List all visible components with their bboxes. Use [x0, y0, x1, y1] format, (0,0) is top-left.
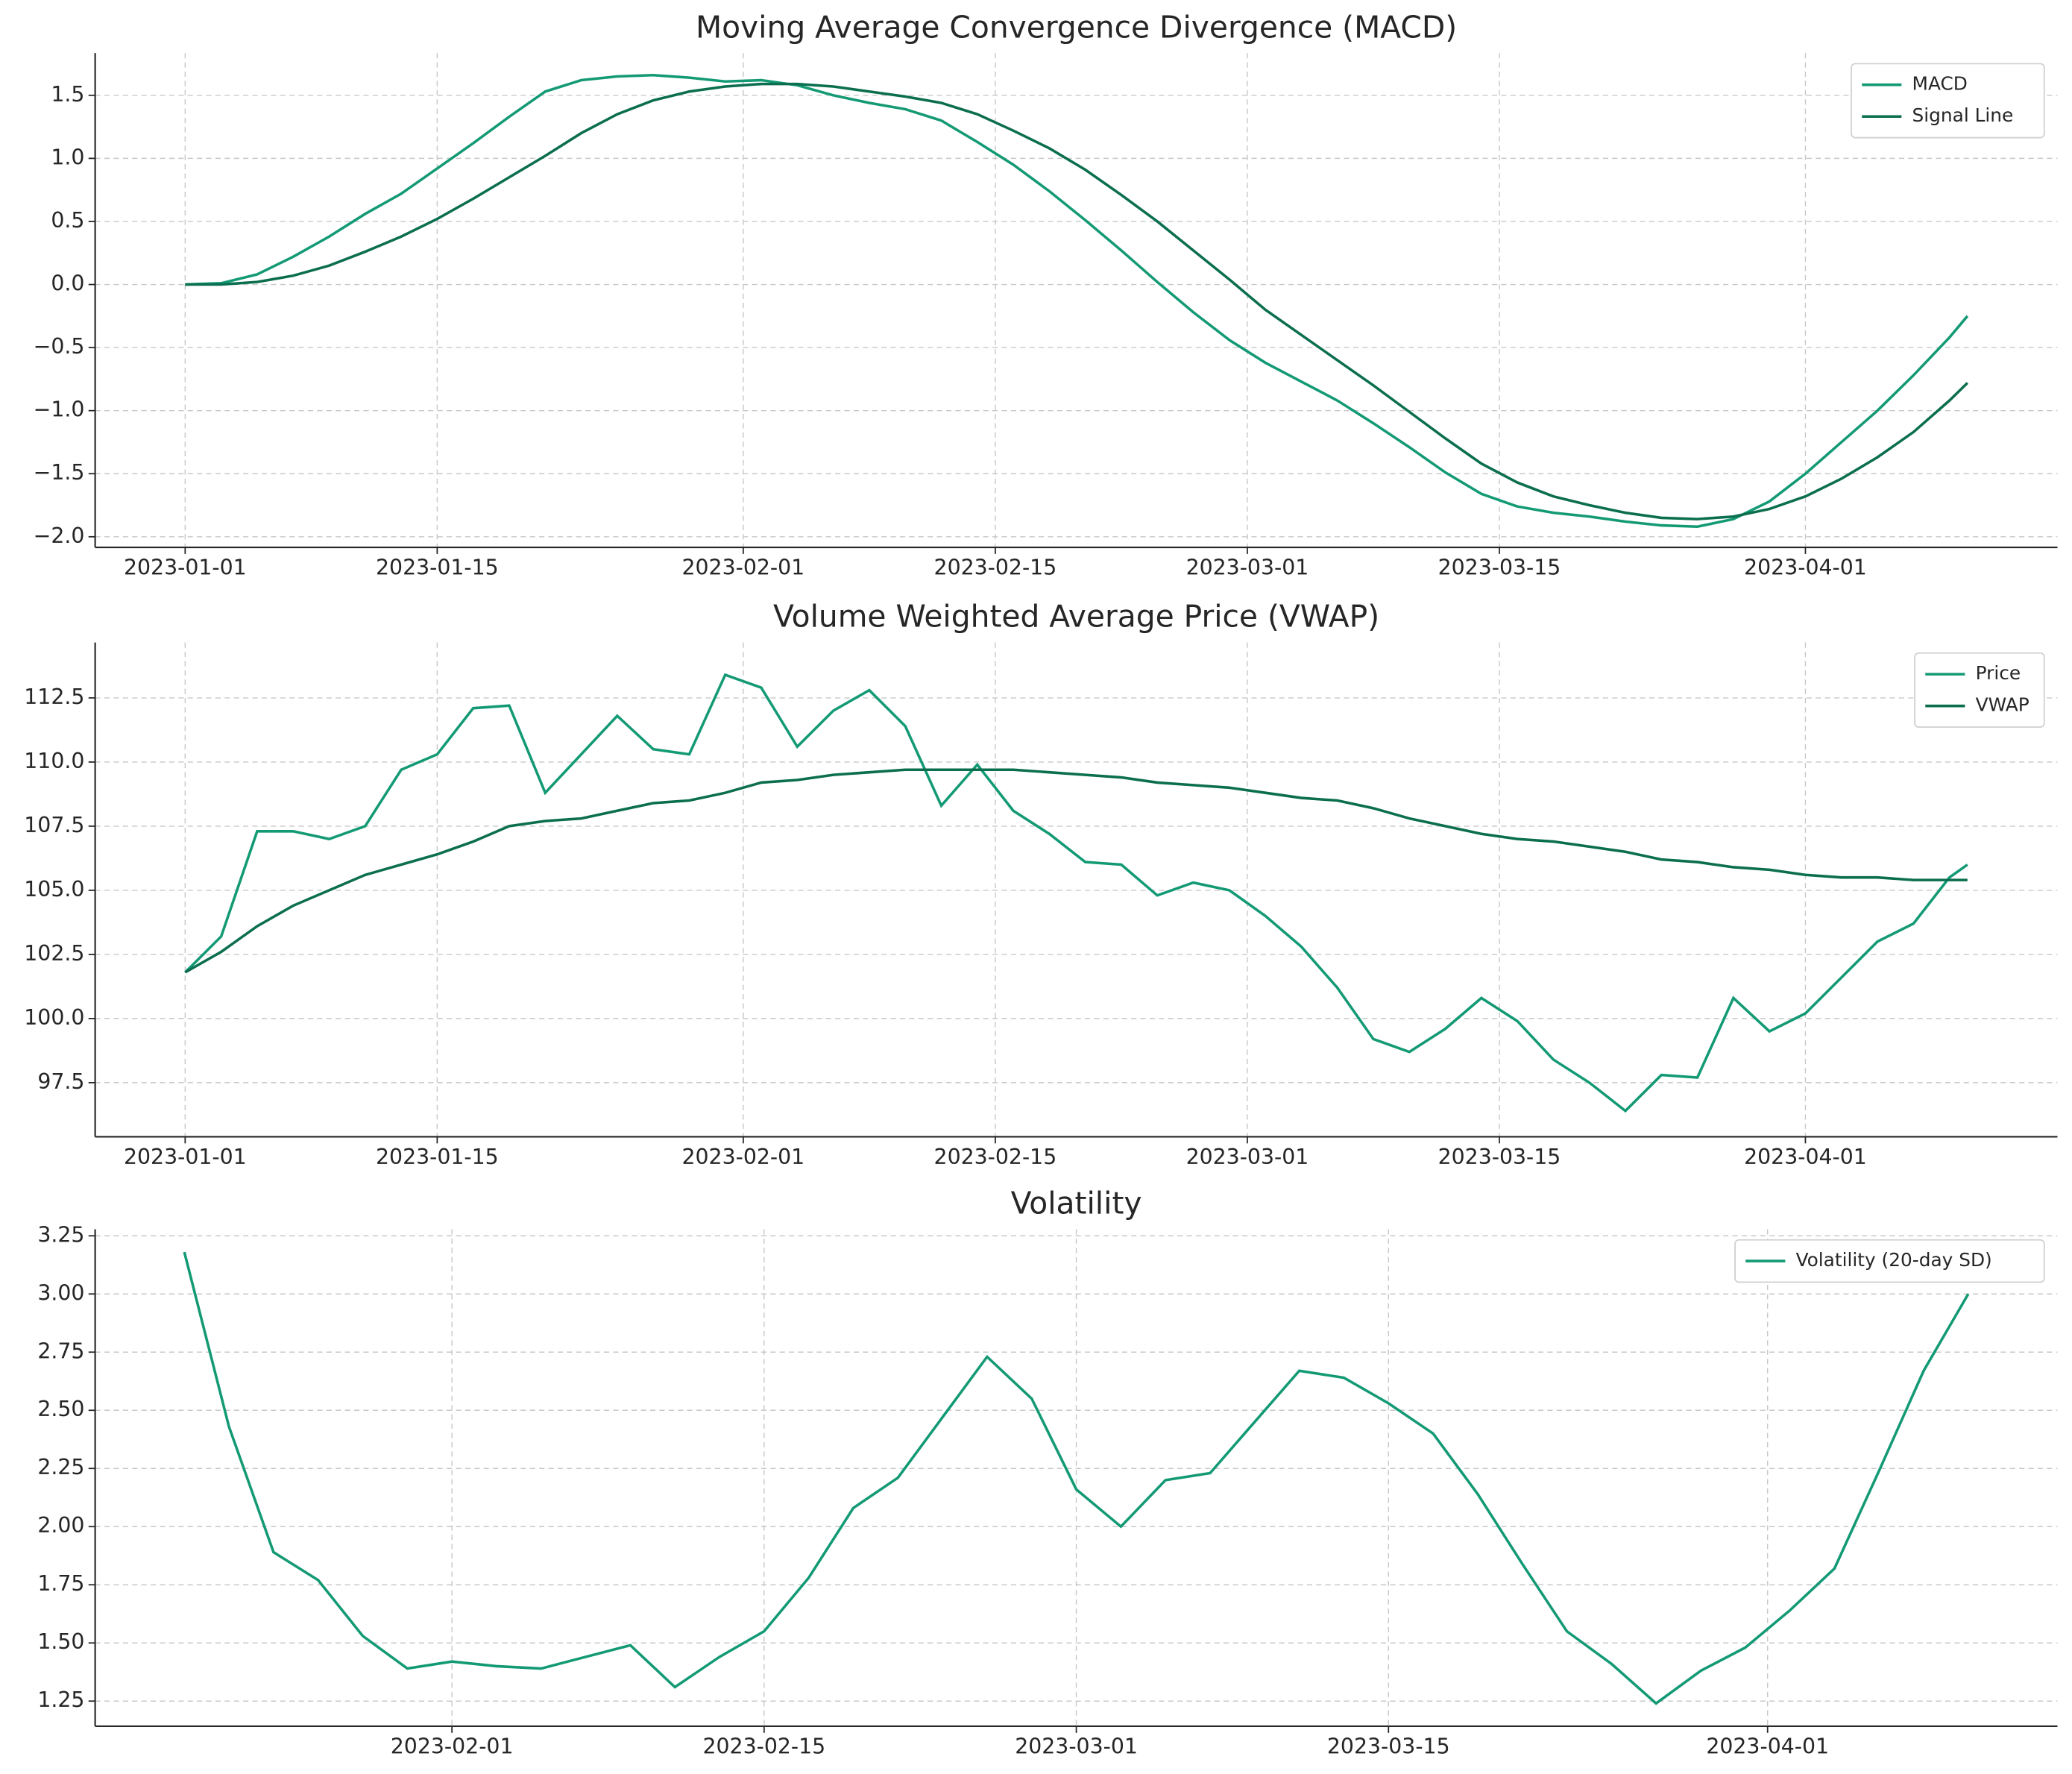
y-tick-label: 1.0: [51, 145, 84, 169]
legend-label: Price: [1976, 662, 2021, 684]
series-line: [185, 73, 1969, 529]
y-tick-label: 97.5: [37, 1069, 84, 1094]
y-tick-label: 2.25: [37, 1455, 84, 1479]
y-tick-label: 107.5: [24, 813, 84, 837]
x-tick-label: 2023-01-01: [124, 555, 247, 579]
x-tick-label: 2023-03-01: [1186, 555, 1309, 579]
chart-title: Moving Average Convergence Divergence (M…: [696, 9, 1457, 45]
series-line: [183, 1251, 1970, 1705]
y-tick-label: 0.0: [51, 271, 84, 296]
x-tick-label: 2023-01-15: [376, 1145, 499, 1169]
y-tick-label: 110.0: [24, 749, 84, 773]
y-tick-label: 3.25: [37, 1222, 84, 1247]
series-line: [184, 673, 1968, 1113]
y-tick-label: 1.75: [37, 1571, 84, 1596]
x-tick-label: 2023-03-01: [1015, 1734, 1138, 1758]
y-tick-label: −1.5: [34, 460, 85, 485]
chart-title: Volume Weighted Average Price (VWAP): [773, 599, 1379, 635]
x-tick-label: 2023-03-01: [1186, 1145, 1309, 1169]
legend-box: [1914, 652, 2045, 728]
x-tick-label: 2023-03-15: [1438, 1145, 1561, 1169]
y-tick-label: 102.5: [24, 941, 84, 966]
y-tick-label: 1.5: [51, 82, 84, 107]
y-tick-label: 1.25: [37, 1687, 84, 1712]
x-tick-label: 2023-02-01: [391, 1734, 514, 1758]
x-tick-label: 2023-02-01: [681, 1145, 804, 1169]
x-tick-label: 2023-04-01: [1744, 1145, 1867, 1169]
y-tick-label: 2.00: [37, 1513, 84, 1538]
y-tick-label: −2.0: [34, 523, 85, 548]
legend-box: [1851, 63, 2045, 139]
series-line: [185, 82, 1969, 520]
y-tick-label: 105.0: [24, 877, 84, 902]
y-tick-label: −1.0: [34, 397, 85, 422]
chart-title: Volatility: [1011, 1186, 1142, 1221]
y-tick-label: 2.50: [37, 1397, 84, 1421]
y-tick-label: 0.5: [51, 208, 84, 233]
legend-label: MACD: [1912, 73, 1968, 95]
y-tick-label: −0.5: [34, 334, 85, 359]
y-tick-label: 100.0: [24, 1005, 84, 1030]
y-tick-label: 1.50: [37, 1629, 84, 1654]
x-tick-label: 2023-01-01: [124, 1145, 247, 1169]
x-tick-label: 2023-04-01: [1744, 555, 1867, 579]
legend-label: Volatility (20-day SD): [1796, 1249, 1992, 1271]
legend-box: [1734, 1239, 2045, 1283]
x-tick-label: 2023-03-15: [1327, 1734, 1450, 1758]
y-tick-label: 2.75: [37, 1339, 84, 1363]
x-tick-label: 2023-02-15: [934, 555, 1057, 579]
x-tick-label: 2023-04-01: [1706, 1734, 1829, 1758]
legend-label: Signal Line: [1912, 104, 2014, 126]
y-tick-label: 112.5: [24, 685, 84, 709]
x-tick-label: 2023-01-15: [376, 555, 499, 579]
x-tick-label: 2023-02-01: [681, 555, 804, 579]
y-tick-label: 3.00: [37, 1280, 84, 1305]
x-tick-label: 2023-02-15: [934, 1145, 1057, 1169]
legend-label: VWAP: [1976, 694, 2030, 716]
series-line: [184, 768, 1968, 974]
x-tick-label: 2023-03-15: [1438, 555, 1561, 579]
x-tick-label: 2023-02-15: [702, 1734, 825, 1758]
